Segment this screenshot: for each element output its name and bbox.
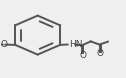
Text: O: O — [79, 51, 86, 60]
Text: O: O — [97, 49, 104, 58]
Text: HN: HN — [69, 40, 82, 49]
Text: O: O — [1, 40, 8, 49]
